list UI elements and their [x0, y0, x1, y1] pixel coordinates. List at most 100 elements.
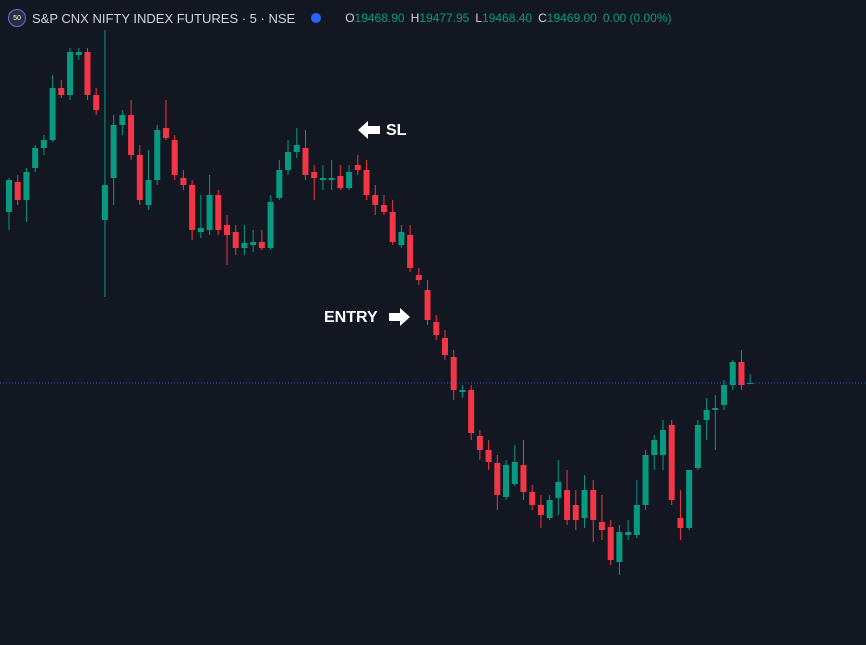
candle-body	[511, 462, 518, 484]
candle-body	[354, 165, 361, 170]
candle-body	[564, 490, 571, 520]
candle-body	[703, 410, 710, 420]
ohlc-value: 19477.95	[419, 11, 470, 25]
candle-body	[337, 176, 344, 188]
candle-body	[590, 490, 597, 520]
candle-body	[372, 195, 379, 205]
candle-body	[660, 430, 666, 455]
candle-body	[58, 88, 65, 95]
candle-body	[668, 425, 675, 500]
annotation-text: SL	[386, 122, 407, 139]
entry-annotation: ENTRY	[324, 308, 410, 326]
candle-body	[633, 505, 640, 535]
candle-body	[433, 322, 440, 335]
candle-body	[694, 425, 701, 468]
candle-body	[171, 140, 178, 175]
candle-body	[110, 125, 117, 178]
candles	[0, 30, 866, 575]
candle-body	[197, 228, 204, 232]
candle-body	[276, 170, 283, 198]
candle-body	[598, 522, 605, 530]
sl-annotation: SL	[358, 121, 407, 139]
candle-body	[6, 180, 12, 212]
candle-body	[162, 128, 169, 138]
candle-body	[302, 148, 309, 175]
candle-body	[407, 235, 414, 268]
ohlc-value: 19469.00	[546, 11, 597, 25]
candle-body	[607, 527, 614, 560]
candle-body	[206, 195, 213, 230]
ohlc-key: H	[410, 11, 420, 25]
candle-body	[215, 195, 222, 230]
candle-body	[529, 492, 536, 505]
candle-body	[424, 290, 431, 320]
candle-body	[154, 130, 161, 180]
candle-body	[49, 88, 56, 140]
candle-body	[267, 202, 274, 248]
candle-body	[40, 140, 47, 148]
candle-body	[712, 408, 719, 410]
ohlc-key: O	[345, 11, 355, 25]
candle-body	[581, 490, 588, 518]
candle-body	[389, 212, 396, 242]
candle-body	[224, 225, 230, 235]
candle-body	[285, 152, 292, 170]
candle-body	[520, 465, 527, 492]
candle-body	[651, 440, 658, 455]
candle-body	[721, 385, 728, 405]
candle-body	[642, 455, 649, 505]
candle-body	[250, 242, 257, 245]
candle-body	[738, 362, 745, 385]
candle-body	[189, 185, 196, 230]
candle-body	[75, 52, 82, 55]
candle-body	[346, 172, 353, 188]
candle-body	[677, 518, 684, 528]
candle-body	[729, 362, 736, 385]
candle-body	[450, 357, 457, 390]
candle-body	[380, 205, 387, 212]
candle-body	[494, 463, 501, 495]
ohlc-key: L	[475, 11, 483, 25]
candle-body	[101, 185, 108, 220]
candle-body	[625, 532, 632, 535]
candle-body	[572, 505, 579, 520]
candle-body	[415, 275, 422, 280]
candle-body	[32, 148, 39, 168]
candle-body	[145, 180, 152, 205]
candle-body	[328, 178, 335, 180]
candle-body	[468, 390, 475, 433]
candle-body	[459, 390, 466, 392]
candle-body	[293, 145, 300, 152]
candle-body	[241, 243, 248, 248]
candle-body	[119, 115, 126, 125]
candle-body	[311, 172, 318, 178]
candle-body	[363, 170, 370, 195]
candle-body	[503, 465, 510, 497]
right-arrow	[389, 308, 410, 326]
candle-body	[616, 532, 623, 562]
session-icon	[311, 13, 322, 23]
annotation-text: ENTRY	[324, 309, 378, 326]
candle-body	[442, 338, 448, 355]
symbol-badge: 50	[8, 9, 26, 27]
candle-body	[476, 436, 483, 450]
candle-body	[128, 115, 135, 155]
symbol-title: S&P CNX NIFTY INDEX FUTURES · 5 · NSE	[32, 10, 296, 26]
candle-body	[319, 178, 326, 180]
candle-body	[23, 172, 30, 200]
price-change: 0.00 (0.00%)	[602, 11, 672, 25]
candle-body	[136, 155, 143, 200]
candle-body	[232, 232, 239, 248]
candle-body	[180, 178, 187, 185]
candle-body	[686, 470, 693, 528]
candle-body	[546, 500, 553, 518]
candle-body	[398, 232, 405, 245]
candle-body	[84, 52, 91, 95]
chart-legend: 50 S&P CNX NIFTY INDEX FUTURES · 5 · NSE…	[8, 8, 672, 28]
ohlc-key: C	[538, 11, 547, 25]
candle-body	[485, 450, 492, 462]
ohlc-value: 19468.90	[354, 11, 405, 25]
candle-body	[258, 242, 265, 248]
